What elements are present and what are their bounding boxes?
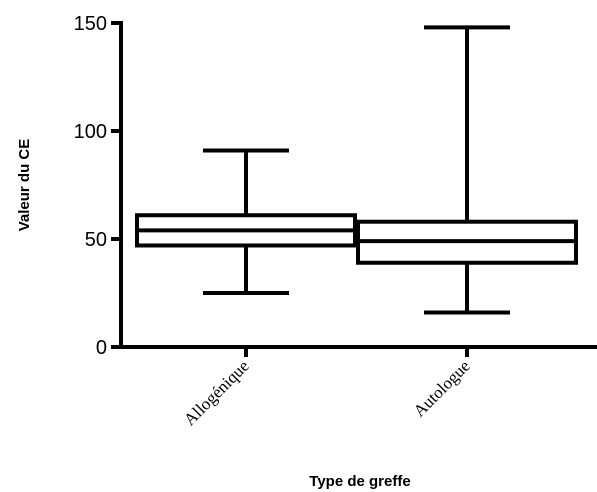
y-tick-label: 150 <box>74 13 107 35</box>
y-axis: 0 50 100 150 <box>74 13 123 359</box>
x-tick-label: Autologue <box>410 356 474 420</box>
box-2 <box>356 25 578 315</box>
y-tick-label: 0 <box>96 337 107 359</box>
y-axis-title: Valeur du CE <box>16 139 33 232</box>
x-axis: Allogénique Autologue <box>119 345 597 429</box>
box-1 <box>135 148 357 295</box>
y-tick-label: 100 <box>74 121 107 143</box>
x-axis-title: Type de greffe <box>309 473 410 490</box>
x-tick-label: Allogénique <box>180 356 253 429</box>
box-plot-series <box>135 25 578 315</box>
y-tick-label: 50 <box>85 229 107 251</box>
